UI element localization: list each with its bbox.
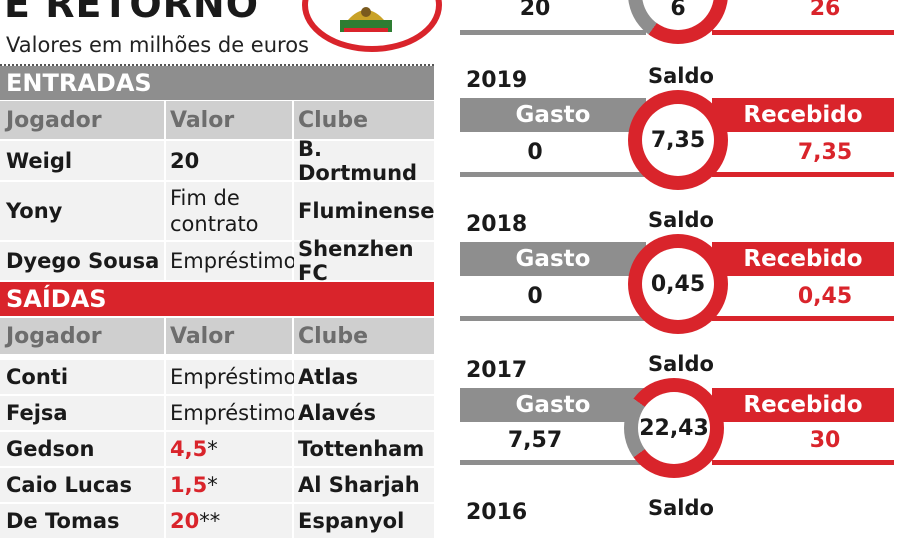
saldo-donut: 22,43 — [624, 378, 724, 478]
club-name: Tottenham — [294, 432, 434, 466]
eagle-emblem-icon — [340, 7, 392, 32]
entradas-header-row: Jogador Valor Clube — [0, 101, 434, 139]
club-logo — [302, 0, 442, 52]
saldo-label: Saldo — [648, 208, 714, 232]
saldo-donut: 6 — [628, 0, 728, 44]
saldo-donut: 7,35 — [628, 90, 728, 190]
player-name: Fejsa — [0, 396, 164, 430]
table-row: De Tomas 20 ** Espanyol — [0, 504, 434, 538]
gasto-bar: Gasto — [460, 98, 646, 132]
column-header-club: Clube — [294, 101, 434, 139]
recebido-bar: Recebido — [712, 242, 894, 276]
table-row: Gedson 4,5 * Tottenham — [0, 432, 434, 466]
transfer-value: 4,5 * — [166, 432, 292, 466]
recebido-underline — [712, 30, 894, 35]
transfer-value: 20 ** — [166, 504, 292, 538]
gasto-value: 20 — [519, 0, 551, 21]
page-title: E RETORNO — [4, 0, 259, 26]
gasto-bar: Gasto — [460, 388, 646, 422]
saldo-value: 22,43 — [638, 392, 710, 464]
table-row: Yony Fim de contrato Fluminense — [0, 182, 434, 240]
table-row: Conti Empréstimo Atlas — [0, 360, 434, 394]
column-header-player: Jogador — [0, 318, 164, 354]
year-label: 2018 — [466, 212, 528, 237]
transfer-value: Empréstimo — [166, 242, 296, 280]
player-name: Weigl — [0, 141, 164, 180]
gasto-underline — [460, 316, 646, 321]
saldo-label: Saldo — [648, 496, 714, 520]
value-number: 1,5 — [170, 473, 208, 497]
recebido-underline — [712, 460, 894, 465]
player-name: Gedson — [0, 432, 164, 466]
column-header-value: Valor — [166, 318, 292, 354]
footnote-mark: * — [207, 473, 218, 497]
recebido-underline — [712, 316, 894, 321]
player-name: Yony — [0, 182, 164, 240]
saidas-header-row: Jogador Valor Clube — [0, 318, 434, 354]
value-number: 20 — [170, 509, 200, 533]
footnote-mark: * — [207, 437, 218, 461]
player-name: Conti — [0, 360, 164, 394]
transfer-value: 1,5 * — [166, 468, 292, 502]
saldo-label: Saldo — [648, 352, 714, 376]
recebido-bar: Recebido — [712, 98, 894, 132]
value-number: 4,5 — [170, 437, 208, 461]
recebido-bar: Recebido — [712, 388, 894, 422]
column-header-player: Jogador — [0, 101, 164, 139]
recebido-underline — [712, 172, 894, 177]
divider — [0, 64, 434, 66]
table-row: Fejsa Empréstimo Alavés — [0, 396, 434, 430]
player-name: De Tomas — [0, 504, 164, 538]
section-entradas-title: ENTRADAS — [0, 66, 434, 100]
recebido-value: 7,35 — [797, 140, 853, 165]
recebido-value: 0,45 — [797, 284, 853, 309]
transfer-value: Empréstimo — [166, 360, 296, 394]
player-name: Caio Lucas — [0, 468, 164, 502]
club-name: Atlas — [294, 360, 434, 394]
club-name: Alavés — [294, 396, 434, 430]
section-saidas-title: SAÍDAS — [0, 282, 434, 316]
gasto-underline — [460, 172, 646, 177]
recebido-value: 26 — [809, 0, 841, 21]
club-name: Shenzhen FC — [294, 237, 434, 285]
year-label: 2019 — [466, 68, 528, 93]
club-name: Fluminense — [294, 182, 434, 240]
transfer-value: Empréstimo — [166, 396, 296, 430]
transfer-value: 20 — [166, 141, 292, 180]
gasto-value: 7,57 — [507, 428, 563, 453]
footnote-mark: ** — [199, 509, 221, 533]
table-row: Dyego Sousa Empréstimo Shenzhen FC — [0, 237, 434, 285]
gasto-underline — [460, 30, 646, 35]
column-header-club: Clube — [294, 318, 434, 354]
year-label: 2016 — [466, 500, 528, 525]
gasto-underline — [460, 460, 646, 465]
saldo-label: Saldo — [648, 64, 714, 88]
table-row: Weigl 20 B. Dortmund — [0, 137, 434, 185]
transfer-value: Fim de contrato — [166, 182, 292, 240]
club-name: Al Sharjah — [294, 468, 434, 502]
club-name: B. Dortmund — [294, 137, 434, 185]
gasto-bar: Gasto — [460, 242, 646, 276]
year-label: 2017 — [466, 358, 528, 383]
table-row: Caio Lucas 1,5 * Al Sharjah — [0, 468, 434, 502]
gasto-value: 0 — [527, 284, 543, 309]
saldo-value: 0,45 — [642, 248, 714, 320]
gasto-value: 0 — [527, 140, 543, 165]
saldo-value: 7,35 — [642, 104, 714, 176]
player-name: Dyego Sousa — [0, 242, 164, 280]
club-name: Espanyol — [294, 504, 434, 538]
subtitle: Valores em milhões de euros — [6, 33, 309, 57]
recebido-value: 30 — [809, 428, 841, 453]
column-header-value: Valor — [166, 101, 292, 139]
saldo-donut: 0,45 — [628, 234, 728, 334]
